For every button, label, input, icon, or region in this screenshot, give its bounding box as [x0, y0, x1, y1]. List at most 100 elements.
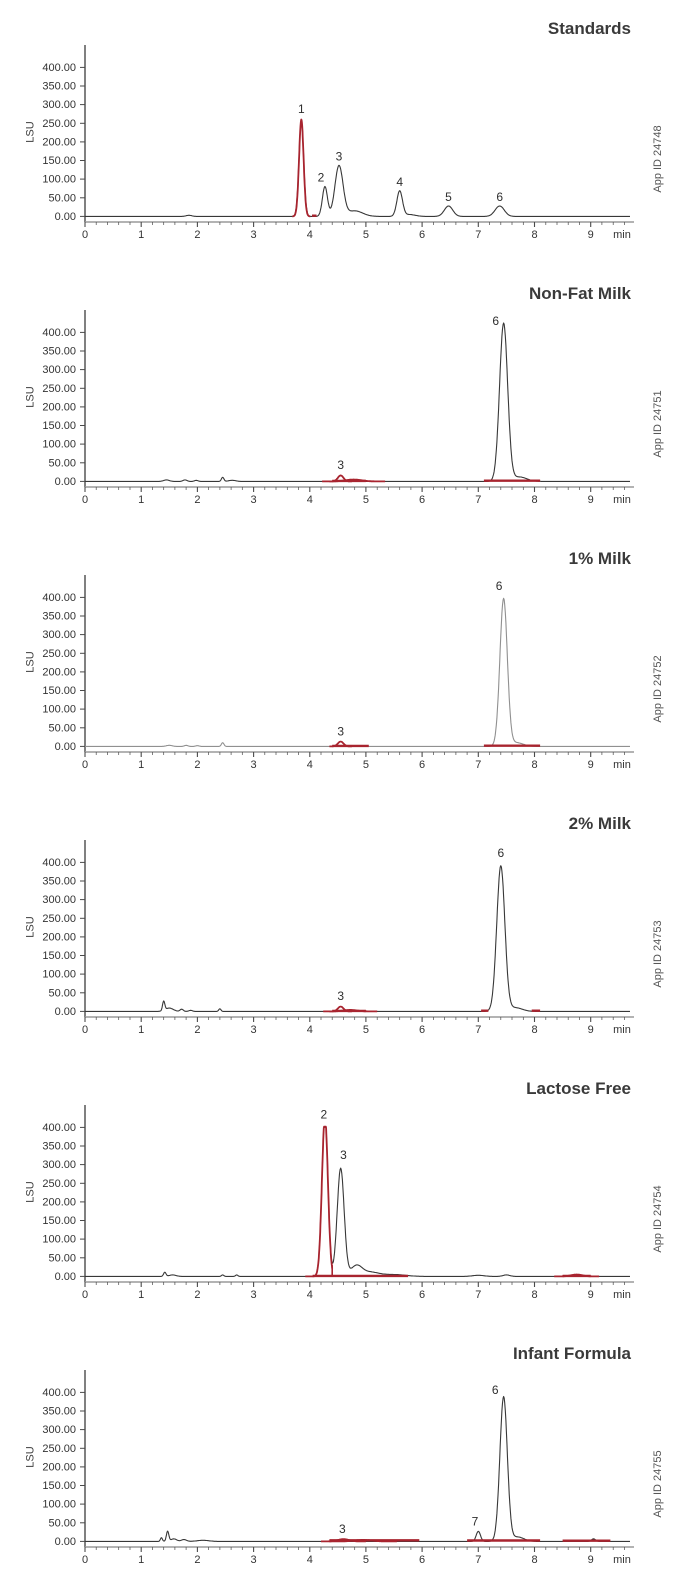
svg-text:200.00: 200.00 [42, 1461, 76, 1473]
svg-text:6: 6 [497, 846, 504, 860]
svg-text:9: 9 [588, 759, 594, 771]
svg-text:250.00: 250.00 [42, 648, 76, 660]
svg-text:min: min [613, 494, 631, 506]
svg-text:6: 6 [419, 494, 425, 506]
panel-standards: 0.00 50.00 100.00 150.00 200.00 250.00 300.00 3… [0, 0, 677, 265]
svg-text:300.00: 300.00 [42, 894, 76, 906]
svg-text:4: 4 [307, 1289, 313, 1301]
svg-text:6: 6 [419, 1289, 425, 1301]
svg-text:3: 3 [251, 229, 257, 241]
chromatogram-plot-2-percent-milk: 0.00 50.00 100.00 150.00 200.00 250.00 300.00 3… [42, 840, 634, 1036]
svg-text:2: 2 [194, 494, 200, 506]
svg-text:0.00: 0.00 [55, 741, 76, 753]
svg-text:3: 3 [251, 1289, 257, 1301]
svg-text:8: 8 [531, 229, 537, 241]
svg-text:50.00: 50.00 [48, 192, 76, 204]
svg-text:250.00: 250.00 [42, 913, 76, 925]
svg-text:6: 6 [419, 1554, 425, 1566]
svg-text:4: 4 [307, 759, 313, 771]
svg-text:1: 1 [138, 1289, 144, 1301]
svg-text:50.00: 50.00 [48, 987, 76, 999]
svg-text:150.00: 150.00 [42, 155, 76, 167]
svg-text:200.00: 200.00 [42, 666, 76, 678]
svg-text:min: min [613, 1554, 631, 1566]
svg-text:50.00: 50.00 [48, 722, 76, 734]
svg-text:0: 0 [82, 759, 88, 771]
svg-text:6: 6 [496, 579, 503, 593]
svg-text:1: 1 [138, 1024, 144, 1036]
svg-text:5: 5 [363, 1554, 369, 1566]
svg-text:350.00: 350.00 [42, 1141, 76, 1153]
svg-text:6: 6 [492, 314, 499, 328]
svg-text:250.00: 250.00 [42, 118, 76, 130]
svg-text:6: 6 [419, 759, 425, 771]
svg-text:1: 1 [138, 229, 144, 241]
svg-text:9: 9 [588, 229, 594, 241]
svg-text:3: 3 [339, 1522, 346, 1536]
svg-text:0.00: 0.00 [55, 476, 76, 488]
chromatogram-plot-non-fat-milk: 0.00 50.00 100.00 150.00 200.00 250.00 300.00 3… [42, 310, 634, 506]
svg-text:1: 1 [298, 102, 305, 116]
svg-text:350.00: 350.00 [42, 611, 76, 623]
svg-text:2: 2 [194, 229, 200, 241]
app-id-label: App ID 24748 [652, 125, 664, 193]
svg-text:300.00: 300.00 [42, 364, 76, 376]
svg-text:50.00: 50.00 [48, 1517, 76, 1529]
svg-text:50.00: 50.00 [48, 1252, 76, 1264]
y-axis-label: LSU [24, 1181, 37, 1203]
svg-text:8: 8 [531, 1554, 537, 1566]
svg-text:1: 1 [138, 494, 144, 506]
svg-text:100.00: 100.00 [42, 1499, 76, 1511]
svg-text:0.00: 0.00 [55, 1536, 76, 1548]
svg-text:5: 5 [445, 190, 452, 204]
svg-text:7: 7 [472, 1514, 479, 1528]
svg-text:5: 5 [363, 494, 369, 506]
svg-text:150.00: 150.00 [42, 950, 76, 962]
y-axis-label: LSU [24, 916, 37, 938]
svg-text:150.00: 150.00 [42, 685, 76, 697]
app-id-label: App ID 24753 [652, 920, 664, 988]
svg-text:2: 2 [194, 1289, 200, 1301]
svg-text:100.00: 100.00 [42, 174, 76, 186]
svg-text:8: 8 [531, 494, 537, 506]
svg-text:0: 0 [82, 494, 88, 506]
svg-text:4: 4 [307, 1024, 313, 1036]
svg-text:100.00: 100.00 [42, 1234, 76, 1246]
svg-text:0: 0 [82, 1024, 88, 1036]
svg-text:350.00: 350.00 [42, 81, 76, 93]
svg-text:min: min [613, 1289, 631, 1301]
svg-text:400.00: 400.00 [42, 62, 76, 74]
panel-2-percent-milk: 0.00 50.00 100.00 150.00 200.00 250.00 300.00 3… [0, 795, 677, 1060]
app-id-label: App ID 24754 [652, 1185, 664, 1253]
svg-text:250.00: 250.00 [42, 1178, 76, 1190]
chromatogram-plot-1-percent-milk: 0.00 50.00 100.00 150.00 200.00 250.00 300.00 3… [42, 575, 634, 771]
panel-title: Infant Formula [512, 1344, 631, 1363]
svg-text:2: 2 [194, 759, 200, 771]
svg-text:7: 7 [475, 494, 481, 506]
svg-text:7: 7 [475, 759, 481, 771]
svg-text:0: 0 [82, 1289, 88, 1301]
svg-text:4: 4 [396, 175, 403, 189]
svg-text:400.00: 400.00 [42, 1122, 76, 1134]
svg-text:100.00: 100.00 [42, 704, 76, 716]
svg-text:0: 0 [82, 229, 88, 241]
svg-text:2: 2 [194, 1024, 200, 1036]
svg-text:4: 4 [307, 494, 313, 506]
panel-title: 1% Milk [568, 549, 631, 568]
svg-text:200.00: 200.00 [42, 136, 76, 148]
svg-text:8: 8 [531, 759, 537, 771]
svg-text:3: 3 [251, 1024, 257, 1036]
svg-text:3: 3 [340, 1148, 347, 1162]
y-axis-label: LSU [24, 386, 37, 408]
app-id-label: App ID 24752 [652, 655, 664, 723]
svg-text:200.00: 200.00 [42, 1196, 76, 1208]
svg-text:5: 5 [363, 759, 369, 771]
svg-text:3: 3 [336, 150, 343, 164]
svg-text:9: 9 [588, 494, 594, 506]
panel-title: Non-Fat Milk [529, 284, 631, 303]
app-id-label: App ID 24755 [652, 1450, 664, 1518]
svg-text:5: 5 [363, 229, 369, 241]
svg-text:400.00: 400.00 [42, 592, 76, 604]
svg-text:250.00: 250.00 [42, 383, 76, 395]
